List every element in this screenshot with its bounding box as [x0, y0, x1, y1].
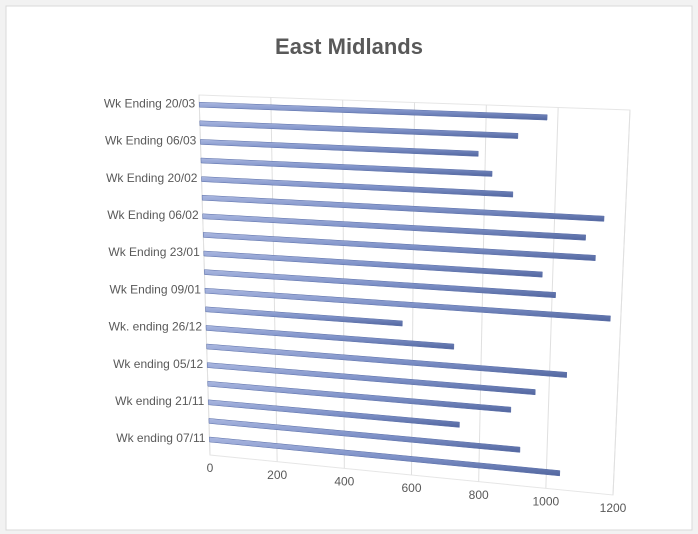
bar [204, 287, 611, 322]
x-tick-label: 1200 [600, 501, 627, 515]
bar [199, 120, 519, 139]
grid-line [545, 107, 559, 489]
bar [202, 232, 596, 261]
bar [203, 250, 543, 278]
bar [205, 306, 403, 327]
bar [200, 139, 479, 157]
grid-line [478, 104, 487, 482]
y-tick-label: Wk Ending 23/01 [108, 245, 200, 259]
bar [204, 269, 556, 299]
bar [205, 325, 455, 350]
y-tick-label: Wk ending 21/11 [115, 394, 204, 408]
bar [206, 343, 568, 378]
bar [208, 418, 521, 453]
bar [209, 436, 561, 477]
y-tick-label: Wk ending 05/12 [113, 357, 203, 371]
y-tick-label: Wk Ending 06/02 [107, 208, 199, 222]
x-tick-label: 800 [469, 488, 489, 502]
y-tick-label: Wk Ending 06/03 [105, 134, 197, 148]
y-tick-label: Wk Ending 09/01 [110, 282, 202, 296]
bar [208, 399, 460, 428]
bar [207, 380, 512, 413]
y-tick-label: Wk ending 07/11 [116, 431, 205, 445]
y-tick-label: Wk. ending 26/12 [109, 320, 203, 334]
y-tick-label: Wk Ending 20/03 [104, 96, 196, 110]
y-tick-label: Wk Ending 20/02 [106, 171, 198, 185]
bar [201, 194, 605, 222]
grid-line [270, 97, 278, 462]
grid-line [612, 109, 631, 496]
x-tick-label: 0 [207, 461, 214, 475]
bar [206, 362, 536, 396]
grid-line [342, 99, 345, 469]
bar [202, 213, 586, 241]
x-tick-label: 200 [267, 468, 287, 482]
bar [198, 101, 548, 121]
x-tick-label: 600 [401, 481, 421, 495]
chart-area [5, 5, 693, 531]
bar [201, 176, 514, 198]
chart-title: East Midlands [275, 34, 423, 59]
x-tick-label: 1000 [532, 495, 559, 509]
bar [200, 157, 493, 177]
grid-line [411, 102, 415, 476]
x-tick-label: 400 [334, 475, 354, 489]
grid-line [198, 94, 211, 456]
